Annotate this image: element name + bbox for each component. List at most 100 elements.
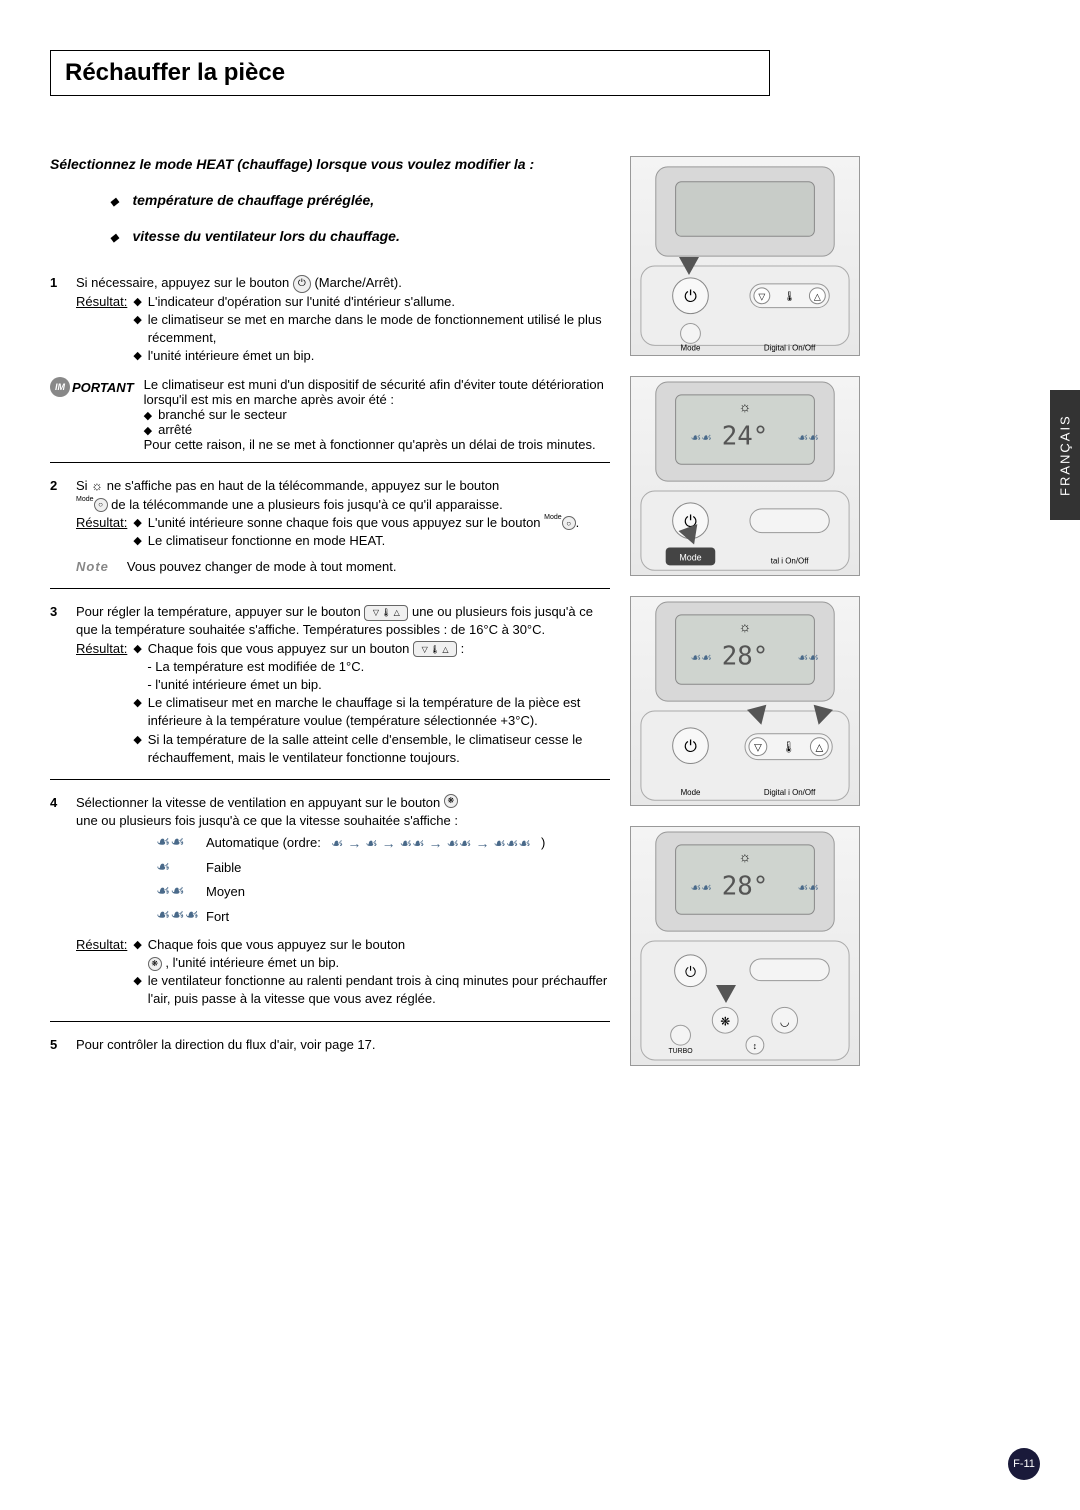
separator [50, 1021, 610, 1022]
svg-text:↕: ↕ [753, 1041, 757, 1051]
step-4: 4 Sélectionner la vitesse de ventilation… [50, 794, 610, 1009]
step-3: 3 Pour régler la température, appuyer su… [50, 603, 610, 767]
mode-button-icon: ○ [94, 498, 108, 512]
mode-label: Mode [76, 496, 94, 503]
step5-text: Pour contrôler la direction du flux d'ai… [76, 1036, 610, 1054]
svg-text:☙☙: ☙☙ [798, 880, 819, 894]
step3-r1: Chaque fois que vous appuyez sur un bout… [133, 640, 610, 658]
sun-icon [91, 478, 103, 493]
fan-button-icon: ❋ [148, 957, 162, 971]
intro-sub2: vitesse du ventilateur lors du chauffage… [110, 228, 610, 244]
svg-text:☼: ☼ [739, 619, 752, 635]
remote-image-3: ☼ ☙☙ 28° ☙☙ ⏻ ▽ 🌡 △ Mode Digital i On/Of… [630, 596, 860, 806]
fan-high-row: ☙☙☙Fort [156, 905, 610, 927]
step-number: 2 [50, 477, 64, 576]
svg-text:🌡: 🌡 [783, 291, 796, 303]
step2-c: de la télécommande une a plusieurs fois … [111, 497, 503, 512]
svg-text:24°: 24° [722, 421, 769, 451]
svg-text:Digital i On/Off: Digital i On/Off [764, 788, 816, 797]
step2-r2: Le climatiseur fonctionne en mode HEAT. [133, 532, 579, 550]
svg-text:☼: ☼ [739, 399, 752, 415]
step3-r3: Si la température de la salle atteint ce… [133, 731, 610, 767]
im-circle-icon: IM [50, 377, 70, 397]
mode-button-icon: ○ [562, 516, 576, 530]
svg-text:△: △ [814, 292, 821, 302]
step1-text-b: (Marche/Arrêt). [314, 275, 401, 290]
step3-a: Pour régler la température, appuyer sur … [76, 604, 364, 619]
intro-sub1: température de chauffage préréglée, [110, 192, 610, 208]
important-b2: arrêté [144, 422, 610, 437]
important-badge: IM PORTANT [50, 377, 134, 397]
separator [50, 462, 610, 463]
separator [50, 588, 610, 589]
temp-buttons-icon: ▽ 🌡 △ [364, 605, 408, 621]
step3-r2: Le climatiseur met en marche le chauffag… [133, 694, 610, 730]
step2-r1: L'unité intérieure sonne chaque fois que… [133, 514, 579, 532]
important-block: IM PORTANT Le climatiseur est muni d'un … [50, 377, 610, 452]
power-icon: ⏻ [293, 275, 311, 293]
step-2: 2 Si ne s'affiche pas en haut de la télé… [50, 477, 610, 576]
content-row: Sélectionnez le mode HEAT (chauffage) lo… [50, 156, 1020, 1066]
note-text: Vous pouvez changer de mode à tout momen… [127, 558, 397, 576]
step1-r3: l'unité intérieure émet un bip. [133, 347, 610, 365]
step3-r1-sub1: - La température est modifiée de 1°C. [147, 658, 610, 676]
result-label: Résultat: [76, 293, 127, 366]
temp-buttons-icon: ▽ 🌡 △ [413, 641, 457, 657]
note-label: Note [76, 558, 109, 576]
svg-text:Mode: Mode [679, 552, 701, 562]
wind-high-icon: ☙☙☙ [156, 905, 196, 927]
important-badge-text: PORTANT [72, 380, 134, 395]
step-number: 5 [50, 1036, 64, 1054]
svg-text:☙☙: ☙☙ [798, 650, 819, 664]
svg-text:⏻: ⏻ [684, 289, 697, 306]
svg-text:☙☙: ☙☙ [690, 430, 711, 444]
right-column: ⏻ ▽ 🌡 △ Mode Digital i On/Off ☼ ☙☙ 24° ☙… [630, 156, 970, 1066]
svg-text:☙☙: ☙☙ [690, 650, 711, 664]
wind-sequence-icon: ☙ → ☙ → ☙☙ → ☙☙ → ☙☙☙ [331, 834, 531, 854]
svg-text:⏻: ⏻ [685, 964, 696, 980]
wind-auto-icon: ☙☙ [156, 832, 196, 854]
fan-auto-row: ☙☙ Automatique (ordre: ☙ → ☙ → ☙☙ → ☙☙ →… [156, 832, 610, 854]
step2-b: ne s'affiche pas en haut de la télécomma… [107, 478, 500, 493]
step4-r2: le ventilateur fonctionne au ralenti pen… [133, 972, 610, 1008]
svg-text:🌡: 🌡 [782, 741, 796, 754]
svg-text:TURBO: TURBO [668, 1048, 693, 1055]
svg-text:❋: ❋ [720, 1014, 730, 1028]
wind-low-icon: ☙ [156, 857, 196, 879]
svg-text:⏻: ⏻ [684, 739, 697, 756]
step-5: 5 Pour contrôler la direction du flux d'… [50, 1036, 610, 1054]
step1-r1: L'indicateur d'opération sur l'unité d'i… [133, 293, 610, 311]
step4-b: une ou plusieurs fois jusqu'à ce que la … [76, 812, 610, 830]
intro-main: Sélectionnez le mode HEAT (chauffage) lo… [50, 156, 610, 172]
important-p1: Le climatiseur est muni d'un dispositif … [144, 377, 610, 407]
fan-med-row: ☙☙Moyen [156, 881, 610, 903]
svg-text:▽: ▽ [758, 292, 765, 302]
left-column: Sélectionnez le mode HEAT (chauffage) lo… [50, 156, 610, 1066]
step4-a: Sélectionner la vitesse de ventilation e… [76, 795, 444, 810]
result-label: Résultat: [76, 640, 127, 767]
separator [50, 779, 610, 780]
svg-text:☙☙: ☙☙ [798, 430, 819, 444]
wind-med-icon: ☙☙ [156, 881, 196, 903]
step-number: 1 [50, 274, 64, 365]
language-tab: FRANÇAIS [1050, 390, 1080, 520]
svg-text:Mode: Mode [681, 343, 701, 352]
step-number: 4 [50, 794, 64, 1009]
remote-image-1: ⏻ ▽ 🌡 △ Mode Digital i On/Off [630, 156, 860, 356]
result-label: Résultat: [76, 936, 127, 1009]
remote-image-2: ☼ ☙☙ 24° ☙☙ ⏻ Mode tal i On/Off [630, 376, 860, 576]
svg-text:28°: 28° [722, 871, 769, 901]
svg-text:Mode: Mode [681, 788, 701, 797]
svg-text:tal i On/Off: tal i On/Off [771, 556, 810, 565]
step3-r1-sub2: - l'unité intérieure émet un bip. [147, 676, 610, 694]
step4-r1: Chaque fois que vous appuyez sur le bout… [133, 936, 610, 972]
page-number: F-11 [1008, 1448, 1040, 1480]
step-number: 3 [50, 603, 64, 767]
svg-text:▽: ▽ [754, 743, 762, 754]
step1-r2: le climatiseur se met en marche dans le … [133, 311, 610, 347]
step-1: 1 Si nécessaire, appuyez sur le bouton ⏻… [50, 274, 610, 365]
svg-text:28°: 28° [722, 641, 769, 671]
step2-a: Si [76, 478, 91, 493]
title-box: Réchauffer la pièce [50, 50, 770, 96]
remote-image-4: ☼ ☙☙ 28° ☙☙ ⏻ ❋ ◡ TURBO ↕ [630, 826, 860, 1066]
